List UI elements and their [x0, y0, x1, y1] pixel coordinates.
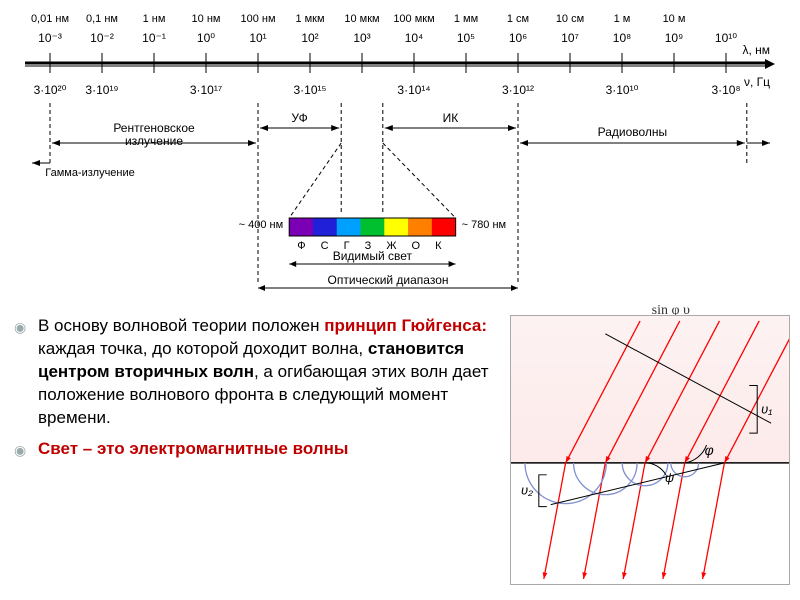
text-frag: каждая точка, до которой доходит волна,	[38, 339, 368, 358]
svg-text:10 м: 10 м	[663, 13, 686, 25]
svg-text:10 мкм: 10 мкм	[344, 13, 379, 25]
svg-text:3·10¹⁹: 3·10¹⁹	[85, 83, 118, 97]
svg-text:10 см: 10 см	[556, 13, 584, 25]
svg-text:1 нм: 1 нм	[143, 13, 166, 25]
svg-text:φ: φ	[705, 442, 714, 458]
svg-text:10¹: 10¹	[249, 31, 266, 45]
svg-text:~ 780 нм: ~ 780 нм	[462, 219, 507, 231]
svg-text:υ₂: υ₂	[521, 483, 533, 498]
svg-text:10⁸: 10⁸	[613, 31, 631, 45]
svg-text:10⁻¹: 10⁻¹	[142, 31, 166, 45]
svg-text:100 мкм: 100 мкм	[393, 13, 434, 25]
svg-text:10¹⁰: 10¹⁰	[715, 31, 737, 45]
svg-text:~ 400 нм: ~ 400 нм	[239, 219, 284, 231]
huygens-term: принцип Гюйгенса:	[324, 316, 487, 335]
svg-text:10⁻²: 10⁻²	[90, 31, 114, 45]
svg-text:ИК: ИК	[443, 111, 459, 125]
svg-text:0,01 нм: 0,01 нм	[31, 13, 69, 25]
svg-text:1 см: 1 см	[507, 13, 529, 25]
svg-text:3·10¹⁷: 3·10¹⁷	[190, 83, 222, 97]
svg-text:Рентгеновское: Рентгеновское	[113, 121, 195, 135]
svg-text:10²: 10²	[301, 31, 318, 45]
light-definition-text: Свет – это электромагнитные волны	[10, 438, 490, 461]
svg-text:υ₁: υ₁	[761, 401, 772, 416]
svg-text:1 мм: 1 мм	[454, 13, 478, 25]
svg-text:10⁰: 10⁰	[197, 31, 215, 45]
svg-text:Оптический диапазон: Оптический диапазон	[327, 273, 448, 287]
svg-text:3·10¹⁴: 3·10¹⁴	[397, 83, 430, 97]
svg-text:1 м: 1 м	[614, 13, 631, 25]
svg-text:Гамма-излучение: Гамма-излучение	[45, 167, 135, 179]
svg-text:Радиоволны: Радиоволны	[598, 125, 668, 139]
svg-text:10⁷: 10⁷	[561, 31, 579, 45]
svg-text:10⁶: 10⁶	[509, 31, 527, 45]
svg-text:0,1 нм: 0,1 нм	[86, 13, 118, 25]
svg-text:10⁵: 10⁵	[457, 31, 475, 45]
svg-text:1 мкм: 1 мкм	[295, 13, 324, 25]
light-em-waves: Свет – это электромагнитные волны	[38, 439, 348, 458]
spectrum-svg: 0,01 нм 0,1 нм 1 нм 10 нм 100 нм 1 мкм 10 мкм 1…	[20, 8, 780, 303]
theory-text: В основу волновой теории положен принцип…	[10, 315, 490, 469]
huygens-principle-text: В основу волновой теории положен принцип…	[10, 315, 490, 430]
svg-text:3·10⁸: 3·10⁸	[711, 83, 740, 97]
svg-text:3·10¹⁰: 3·10¹⁰	[606, 83, 639, 97]
svg-text:10⁻³: 10⁻³	[38, 31, 62, 45]
huygens-svg: φ ψ υ₁ υ₂	[511, 316, 789, 584]
svg-text:УФ: УФ	[291, 111, 307, 125]
svg-text:ψ: ψ	[665, 470, 675, 485]
em-spectrum-chart: 0,01 нм 0,1 нм 1 нм 10 нм 100 нм 1 мкм 10 мкм 1…	[20, 8, 780, 303]
svg-text:3·10¹⁵: 3·10¹⁵	[294, 83, 327, 97]
svg-text:100 нм: 100 нм	[240, 13, 275, 25]
svg-text:ν, Гц: ν, Гц	[744, 75, 770, 89]
svg-text:λ, нм: λ, нм	[742, 43, 770, 57]
svg-text:10³: 10³	[353, 31, 370, 45]
svg-text:10 нм: 10 нм	[192, 13, 221, 25]
svg-text:излучение: излучение	[125, 134, 183, 148]
svg-text:3·10²⁰: 3·10²⁰	[34, 83, 67, 97]
huygens-refraction-figure: φ ψ υ₁ υ₂	[510, 315, 790, 585]
text-frag: В основу волновой теории положен	[38, 316, 324, 335]
svg-text:3·10¹²: 3·10¹²	[502, 83, 534, 97]
svg-text:10⁹: 10⁹	[665, 31, 684, 45]
svg-text:10⁴: 10⁴	[405, 31, 424, 45]
svg-text:Видимый свет: Видимый свет	[333, 249, 413, 263]
